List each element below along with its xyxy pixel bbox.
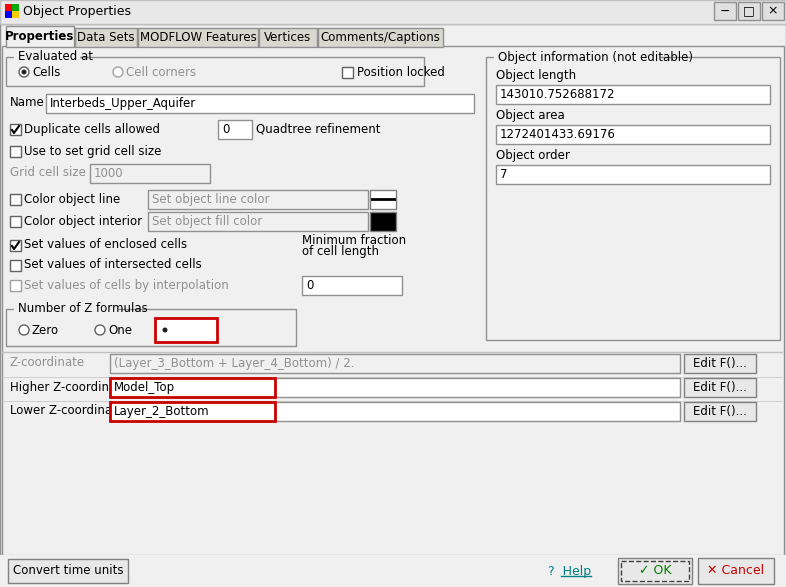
FancyBboxPatch shape <box>75 28 137 47</box>
Text: One: One <box>108 323 132 336</box>
Text: □: □ <box>743 5 755 18</box>
FancyBboxPatch shape <box>10 240 21 251</box>
FancyBboxPatch shape <box>155 318 217 342</box>
Text: Z-coordinate: Z-coordinate <box>10 356 85 369</box>
FancyBboxPatch shape <box>259 28 317 47</box>
Text: Set object line color: Set object line color <box>152 193 270 206</box>
FancyBboxPatch shape <box>110 402 275 421</box>
Text: Cells: Cells <box>32 66 61 79</box>
Text: Set values of enclosed cells: Set values of enclosed cells <box>24 238 187 251</box>
Text: Color object interior: Color object interior <box>24 214 142 228</box>
Text: Set object fill color: Set object fill color <box>152 215 263 228</box>
Text: MODFLOW Features: MODFLOW Features <box>140 31 256 44</box>
FancyBboxPatch shape <box>494 50 660 64</box>
FancyBboxPatch shape <box>10 280 21 291</box>
FancyBboxPatch shape <box>10 146 21 157</box>
Circle shape <box>160 325 170 335</box>
Text: Model_Top: Model_Top <box>114 380 175 393</box>
Text: Name: Name <box>10 96 45 110</box>
Circle shape <box>113 67 123 77</box>
FancyBboxPatch shape <box>342 67 353 78</box>
Text: Minimum fraction: Minimum fraction <box>302 234 406 247</box>
Bar <box>12 4 19 11</box>
FancyBboxPatch shape <box>0 24 786 587</box>
FancyBboxPatch shape <box>10 260 21 271</box>
FancyBboxPatch shape <box>738 2 760 20</box>
FancyBboxPatch shape <box>714 2 736 20</box>
Text: Object area: Object area <box>496 109 565 122</box>
Text: 143010.752688172: 143010.752688172 <box>500 88 615 101</box>
Text: 7: 7 <box>500 168 508 181</box>
Circle shape <box>163 328 167 332</box>
Text: Number of Z formulas: Number of Z formulas <box>18 302 148 315</box>
Text: ✓ OK: ✓ OK <box>639 565 671 578</box>
Text: Object order: Object order <box>496 149 570 161</box>
Text: (Layer_3_Bottom + Layer_4_Bottom) / 2.: (Layer_3_Bottom + Layer_4_Bottom) / 2. <box>114 357 354 370</box>
Text: Vertices: Vertices <box>264 31 311 44</box>
Text: Two: Two <box>173 323 195 336</box>
Bar <box>5 11 12 18</box>
Text: Duplicate cells allowed: Duplicate cells allowed <box>24 123 160 136</box>
FancyBboxPatch shape <box>6 26 74 47</box>
FancyBboxPatch shape <box>496 85 770 104</box>
Text: 1000: 1000 <box>94 167 123 180</box>
Text: 0: 0 <box>222 123 230 136</box>
Text: Interbeds_Upper_Aquifer: Interbeds_Upper_Aquifer <box>50 97 196 110</box>
Text: 0: 0 <box>306 279 314 292</box>
FancyBboxPatch shape <box>14 50 79 64</box>
Text: Object Properties: Object Properties <box>23 5 131 19</box>
Text: Color object line: Color object line <box>24 193 120 205</box>
FancyBboxPatch shape <box>496 165 770 184</box>
Text: Object information (not editable): Object information (not editable) <box>498 50 693 63</box>
Circle shape <box>95 325 105 335</box>
Text: Set values of intersected cells: Set values of intersected cells <box>24 258 202 272</box>
Text: ✕ Cancel: ✕ Cancel <box>707 565 765 578</box>
FancyBboxPatch shape <box>370 212 396 231</box>
Text: Set values of cells by interpolation: Set values of cells by interpolation <box>24 278 229 292</box>
FancyBboxPatch shape <box>0 0 786 24</box>
Text: 1272401433.69176: 1272401433.69176 <box>500 128 616 141</box>
Text: Quadtree refinement: Quadtree refinement <box>256 123 380 136</box>
FancyBboxPatch shape <box>110 378 680 397</box>
Text: Layer_2_Bottom: Layer_2_Bottom <box>114 404 210 417</box>
FancyBboxPatch shape <box>496 125 770 144</box>
Text: Position locked: Position locked <box>357 66 445 79</box>
Text: Evaluated at: Evaluated at <box>18 50 93 63</box>
FancyBboxPatch shape <box>110 354 680 373</box>
FancyBboxPatch shape <box>370 190 396 209</box>
Text: Convert time units: Convert time units <box>13 565 123 578</box>
FancyBboxPatch shape <box>762 2 784 20</box>
FancyBboxPatch shape <box>14 302 118 316</box>
FancyBboxPatch shape <box>0 555 786 587</box>
FancyBboxPatch shape <box>10 194 21 205</box>
FancyBboxPatch shape <box>8 559 128 583</box>
FancyBboxPatch shape <box>698 558 774 584</box>
FancyBboxPatch shape <box>2 46 784 557</box>
Text: Object length: Object length <box>496 69 576 82</box>
Text: Properties: Properties <box>6 30 75 43</box>
FancyBboxPatch shape <box>46 94 474 113</box>
Text: ×: × <box>768 5 778 18</box>
Text: of cell length: of cell length <box>302 245 379 258</box>
Bar <box>12 11 19 18</box>
FancyBboxPatch shape <box>684 402 756 421</box>
FancyBboxPatch shape <box>148 212 368 231</box>
FancyBboxPatch shape <box>218 120 252 139</box>
Circle shape <box>19 67 29 77</box>
Text: ?  Help: ? Help <box>548 565 591 578</box>
FancyBboxPatch shape <box>10 124 21 135</box>
Circle shape <box>21 69 27 75</box>
FancyBboxPatch shape <box>110 378 275 397</box>
Text: Data Sets: Data Sets <box>77 31 135 44</box>
FancyBboxPatch shape <box>318 28 443 47</box>
Circle shape <box>19 325 29 335</box>
Text: Edit F()...: Edit F()... <box>693 405 747 418</box>
FancyBboxPatch shape <box>148 190 368 209</box>
Text: Cell corners: Cell corners <box>126 66 196 79</box>
FancyBboxPatch shape <box>138 28 258 47</box>
Text: Lower Z-coordinate: Lower Z-coordinate <box>10 404 124 417</box>
Bar <box>5 4 12 11</box>
Text: Grid cell size: Grid cell size <box>10 167 86 180</box>
Text: Use to set grid cell size: Use to set grid cell size <box>24 144 161 157</box>
